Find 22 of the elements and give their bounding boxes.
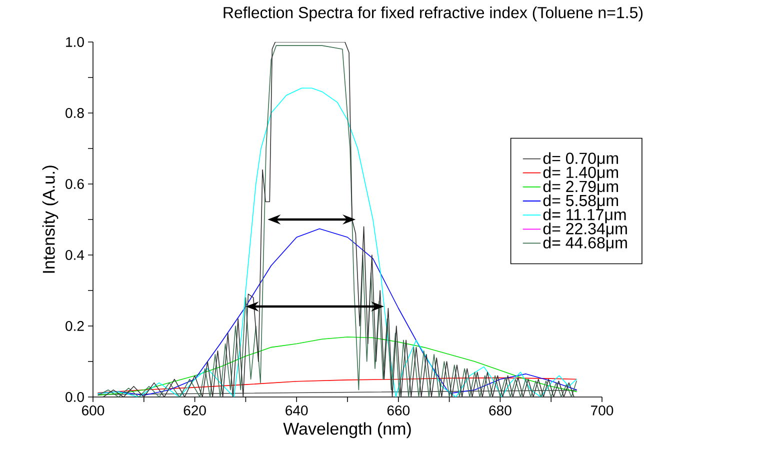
legend-label: d= 5.58μm: [543, 194, 618, 210]
y-tick-label: 0.8: [66, 108, 84, 118]
chart-title: Reflection Spectra for fixed refractive index (Toluene n=1.5): [224, 6, 643, 22]
y-axis-title: Intensity (A.u.): [42, 166, 58, 273]
legend-label: d= 44.68μm: [543, 236, 627, 252]
y-tick-label: 0.6: [66, 179, 84, 189]
y-tick-label: 1.0: [66, 37, 84, 47]
x-tick-label: 700: [591, 406, 614, 416]
legend-label: d= 1.40μm: [543, 166, 618, 181]
x-tick-label: 680: [489, 406, 512, 416]
x-tick-label: 620: [184, 406, 206, 416]
x-tick-label: 600: [82, 406, 104, 416]
x-axis-title: Wavelength (nm): [283, 422, 411, 438]
legend-label: d= 11.17μm: [543, 208, 626, 224]
y-tick-label: 0.2: [66, 321, 84, 331]
y-tick-label: 0.4: [66, 250, 84, 260]
legend-label: d= 22.34μm: [543, 222, 627, 238]
legend-label: d= 0.70μm: [543, 152, 618, 167]
x-tick-label: 640: [286, 406, 308, 416]
y-tick-label: 0.0: [66, 392, 84, 402]
x-tick-label: 660: [387, 406, 410, 416]
legend-label: d= 2.79μm: [543, 180, 618, 196]
